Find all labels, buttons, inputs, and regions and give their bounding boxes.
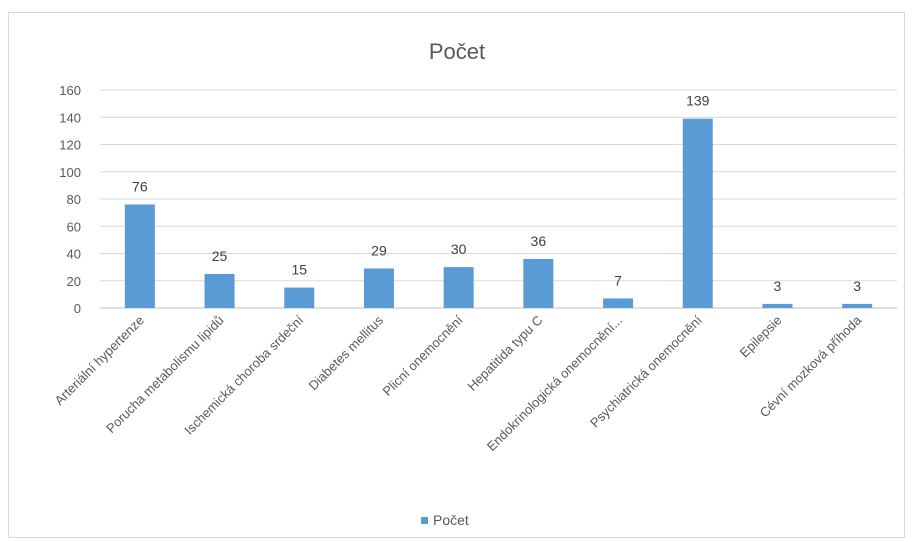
y-tick-label: 60 bbox=[67, 219, 81, 234]
y-tick-label: 100 bbox=[59, 165, 81, 180]
data-label: 25 bbox=[212, 248, 228, 264]
x-tick-label: Epilepsie bbox=[737, 313, 785, 361]
y-axis-ticks: 0 20 40 60 80 100 120 140 160 bbox=[59, 83, 81, 316]
data-label: 139 bbox=[686, 93, 710, 109]
bar bbox=[284, 287, 315, 308]
data-label: 3 bbox=[853, 278, 861, 294]
x-tick-label: Arteriální hypertenze bbox=[52, 313, 147, 408]
bar bbox=[443, 267, 474, 308]
bar bbox=[523, 258, 554, 308]
bar-chart: Počet 0 20 40 60 80 100 120 140 160 76 25 15 29 30 36… bbox=[52, 39, 897, 528]
data-label: 36 bbox=[531, 233, 547, 249]
bars bbox=[124, 118, 873, 308]
y-tick-label: 80 bbox=[67, 192, 81, 207]
y-tick-label: 120 bbox=[59, 138, 81, 153]
legend: Počet bbox=[421, 512, 469, 528]
legend-swatch bbox=[421, 517, 428, 524]
bar bbox=[603, 298, 634, 308]
y-tick-label: 160 bbox=[59, 83, 81, 98]
bar bbox=[124, 204, 155, 308]
x-tick-label: Hepatitida typu C bbox=[464, 313, 545, 394]
chart-title: Počet bbox=[429, 39, 485, 64]
chart-area: Počet 0 20 40 60 80 100 120 140 160 76 25 15 29 30 36… bbox=[8, 12, 905, 538]
bar bbox=[762, 303, 793, 308]
y-tick-label: 20 bbox=[67, 274, 81, 289]
x-tick-label: Plicní onemocnění bbox=[380, 312, 467, 399]
data-label: 76 bbox=[132, 178, 148, 194]
y-tick-label: 0 bbox=[74, 301, 81, 316]
bar bbox=[842, 303, 873, 308]
data-label: 3 bbox=[774, 278, 782, 294]
bar bbox=[204, 273, 235, 308]
x-tick-label: Diabetes mellitus bbox=[305, 312, 386, 393]
data-labels: 76 25 15 29 30 36 7 139 3 3 bbox=[132, 93, 861, 294]
data-label: 29 bbox=[371, 242, 387, 258]
data-label: 7 bbox=[614, 272, 622, 288]
legend-label: Počet bbox=[433, 512, 469, 528]
bar bbox=[363, 268, 394, 308]
bar bbox=[682, 118, 713, 308]
data-label: 30 bbox=[451, 241, 467, 257]
y-tick-label: 40 bbox=[67, 247, 81, 262]
x-tick-label: Endokrinologická onemocnění... bbox=[484, 313, 625, 454]
data-label: 15 bbox=[291, 262, 307, 278]
y-tick-label: 140 bbox=[59, 110, 81, 125]
